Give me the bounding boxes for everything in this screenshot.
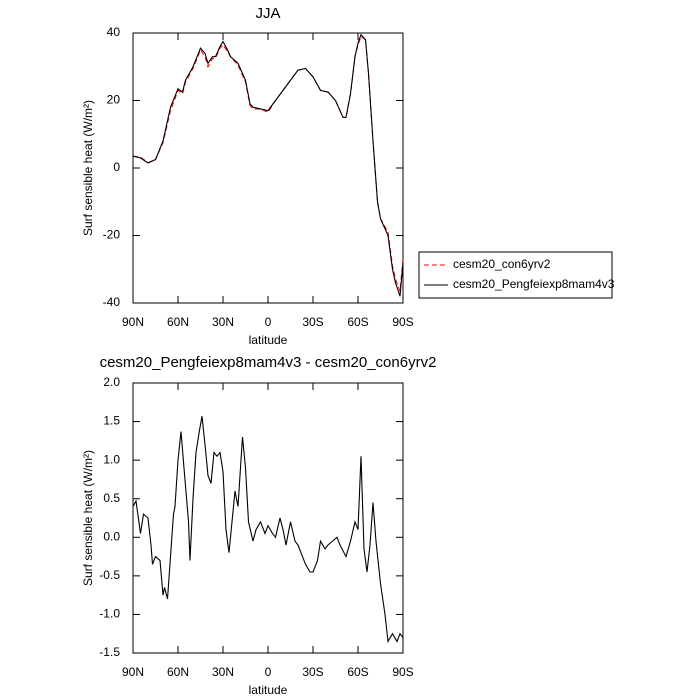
y-tick-label: 0.5 <box>103 491 120 505</box>
x-tick-label: 60S <box>347 665 368 679</box>
legend-label: cesm20_Pengfeiexp8mam4v3 <box>453 277 615 291</box>
y-axis-label: Surf sensible heat (W/m²) <box>81 450 95 586</box>
y-axis-label: Surf sensible heat (W/m²) <box>81 100 95 236</box>
y-tick-label: 0 <box>113 160 120 174</box>
x-tick-label: 30S <box>302 315 323 329</box>
y-tick-label: -20 <box>103 228 121 242</box>
plot-frame <box>132 32 404 304</box>
x-tick-label: 60N <box>167 665 189 679</box>
legend-box <box>418 251 613 299</box>
y-tick-label: -0.5 <box>99 568 120 582</box>
y-tick-label: -1.0 <box>99 607 120 621</box>
x-tick-label: 30N <box>212 315 234 329</box>
x-tick-label: 60S <box>347 315 368 329</box>
x-axis-label: latitude <box>249 683 288 697</box>
y-tick-label: -1.5 <box>99 645 120 659</box>
y-tick-label: 0.0 <box>103 529 120 543</box>
x-tick-label: 30S <box>302 665 323 679</box>
x-tick-label: 60N <box>167 315 189 329</box>
y-tick-label: 2.0 <box>103 375 120 389</box>
y-tick-label: 1.0 <box>103 452 120 466</box>
data-line <box>132 33 404 297</box>
chart-title: cesm20_Pengfeiexp8mam4v3 - cesm20_con6yr… <box>100 354 437 371</box>
x-axis-label: latitude <box>249 333 288 347</box>
x-tick-label: 90S <box>392 665 413 679</box>
data-line <box>132 416 404 644</box>
y-tick-label: 1.5 <box>103 414 120 428</box>
y-tick-label: 20 <box>107 93 121 107</box>
legend-label: cesm20_con6yrv2 <box>453 257 551 271</box>
x-tick-label: 90N <box>122 315 144 329</box>
x-tick-label: 30N <box>212 665 234 679</box>
y-tick-label: -40 <box>103 295 121 309</box>
x-tick-label: 90N <box>122 665 144 679</box>
data-line <box>132 35 404 292</box>
x-tick-label: 90S <box>392 315 413 329</box>
chart-title: JJA <box>255 5 280 22</box>
y-tick-label: 40 <box>107 25 121 39</box>
x-tick-label: 0 <box>265 665 272 679</box>
x-tick-label: 0 <box>265 315 272 329</box>
